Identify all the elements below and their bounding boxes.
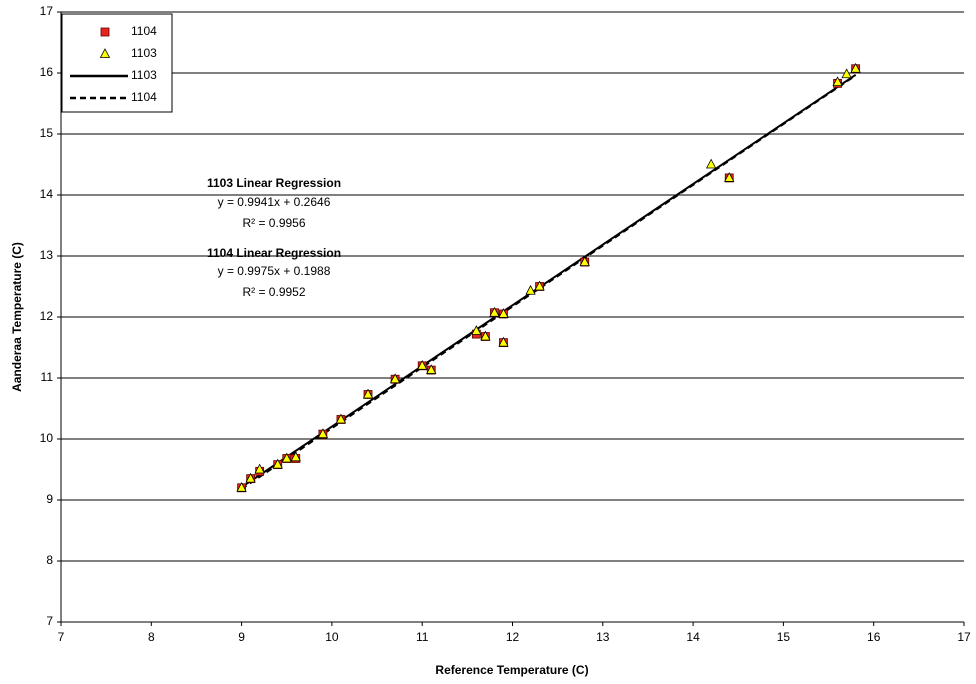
triangle-marker: [534, 280, 545, 291]
x-tick-label: 7: [58, 630, 65, 644]
y-tick-label: 11: [41, 370, 54, 384]
triangle-marker: [850, 62, 861, 73]
triangle-marker: [290, 451, 301, 462]
x-tick-label: 10: [325, 630, 339, 644]
triangle-marker: [724, 172, 735, 182]
triangle-marker: [281, 452, 292, 463]
triangle-marker: [335, 413, 347, 424]
annotation: R² = 0.9952: [242, 285, 305, 299]
x-tick-label: 17: [957, 630, 971, 644]
triangle-marker: [705, 158, 717, 169]
annotation: y = 0.9975x + 0.1988: [218, 264, 331, 278]
triangle-marker: [426, 364, 437, 374]
triangle-marker: [272, 458, 283, 469]
triangle-marker: [841, 68, 852, 79]
triangle-marker: [832, 76, 843, 87]
annotation: 1104 Linear Regression: [207, 246, 341, 260]
annotation: y = 0.9941x + 0.2646: [218, 195, 331, 209]
square-marker: [100, 27, 110, 37]
y-tick-label: 8: [46, 553, 53, 567]
x-tick-label: 13: [596, 630, 610, 644]
triangle-marker: [471, 325, 482, 335]
regression-line: [241, 73, 857, 489]
legend-label: 1103: [131, 46, 157, 60]
y-tick-label: 14: [40, 187, 54, 201]
legend-label: 1104: [131, 24, 157, 38]
y-tick-label: 13: [40, 248, 54, 262]
y-tick-label: 9: [46, 492, 53, 506]
legend-label: 1104: [131, 90, 157, 104]
legend-box: [61, 13, 173, 113]
triangle-marker: [525, 284, 536, 295]
x-axis-label: Reference Temperature (C): [435, 663, 588, 677]
y-tick-label: 7: [46, 614, 53, 628]
triangle-marker: [489, 306, 500, 317]
annotation: 1103 Linear Regression: [207, 176, 341, 190]
x-tick-label: 12: [506, 630, 520, 644]
x-tick-label: 16: [867, 630, 881, 644]
triangle-marker: [236, 481, 247, 492]
y-axis-label: Aanderaa Temperature (C): [10, 242, 24, 392]
triangle-marker: [245, 472, 256, 483]
triangle-marker: [317, 428, 329, 439]
triangle-marker: [498, 308, 509, 318]
x-tick-label: 9: [238, 630, 245, 644]
triangle-marker: [362, 388, 374, 399]
y-tick-label: 10: [40, 431, 54, 445]
x-tick-label: 14: [686, 630, 700, 644]
y-tick-label: 12: [40, 309, 54, 323]
triangle-marker: [389, 373, 401, 384]
triangle-marker: [417, 359, 428, 370]
x-tick-label: 8: [148, 630, 155, 644]
triangle-marker: [498, 336, 509, 347]
triangle-marker: [254, 463, 265, 474]
triangle-marker: [579, 256, 590, 266]
legend-label: 1103: [131, 68, 157, 82]
annotation: R² = 0.9956: [242, 216, 305, 230]
y-tick-label: 16: [40, 65, 54, 79]
x-tick-label: 15: [777, 630, 791, 644]
y-tick-label: 15: [40, 126, 54, 140]
y-tick-label: 17: [40, 4, 54, 18]
triangle-marker: [99, 48, 111, 58]
x-tick-label: 11: [416, 630, 429, 644]
triangle-marker: [480, 330, 491, 341]
